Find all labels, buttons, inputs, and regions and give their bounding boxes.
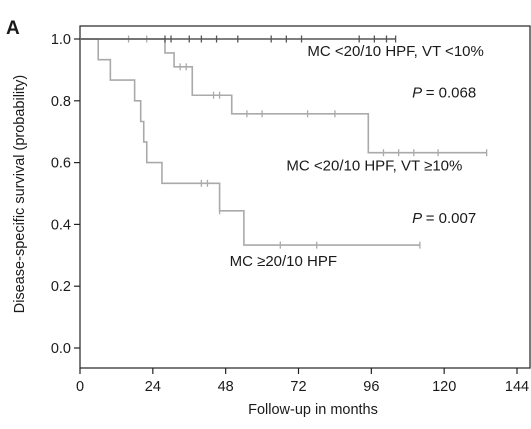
panel-label: A bbox=[6, 18, 20, 39]
curve-annotation: MC <20/10 HPF, VT ≥10% bbox=[286, 157, 462, 174]
y-tick-label: 0.0 bbox=[51, 341, 71, 357]
plot-area: 0.0 0.2 0.4 0.6 0.8 1.0 0 24 48 72 96 120 144 MC <20/… bbox=[51, 25, 531, 395]
survival-curve bbox=[80, 38, 420, 246]
x-tick-label: 144 bbox=[505, 379, 529, 395]
curve-annotation: MC ≥20/10 HPF bbox=[230, 253, 337, 270]
survival-curve bbox=[80, 38, 487, 154]
curve-annotation: MC <20/10 HPF, VT <10% bbox=[307, 43, 483, 60]
curve-annotation: P = 0.068 bbox=[412, 85, 476, 102]
y-tick-label: 0.8 bbox=[51, 94, 71, 110]
y-tick-label: 0.6 bbox=[51, 156, 71, 172]
x-tick-label: 0 bbox=[76, 379, 84, 395]
curve-annotation: P = 0.007 bbox=[412, 210, 476, 227]
plot-frame bbox=[79, 25, 531, 369]
x-tick-label: 120 bbox=[432, 379, 456, 395]
y-axis-title: Disease-specific survival (probability) bbox=[12, 75, 28, 314]
x-tick-label: 48 bbox=[218, 379, 234, 395]
y-tick-label: 1.0 bbox=[51, 32, 71, 48]
y-tick-label: 0.4 bbox=[51, 217, 71, 233]
x-axis-title: Follow-up in months bbox=[248, 402, 378, 418]
y-tick-label: 0.2 bbox=[51, 279, 71, 295]
x-tick-label: 96 bbox=[363, 379, 379, 395]
x-tick-label: 72 bbox=[290, 379, 306, 395]
x-tick-label: 24 bbox=[145, 379, 161, 395]
